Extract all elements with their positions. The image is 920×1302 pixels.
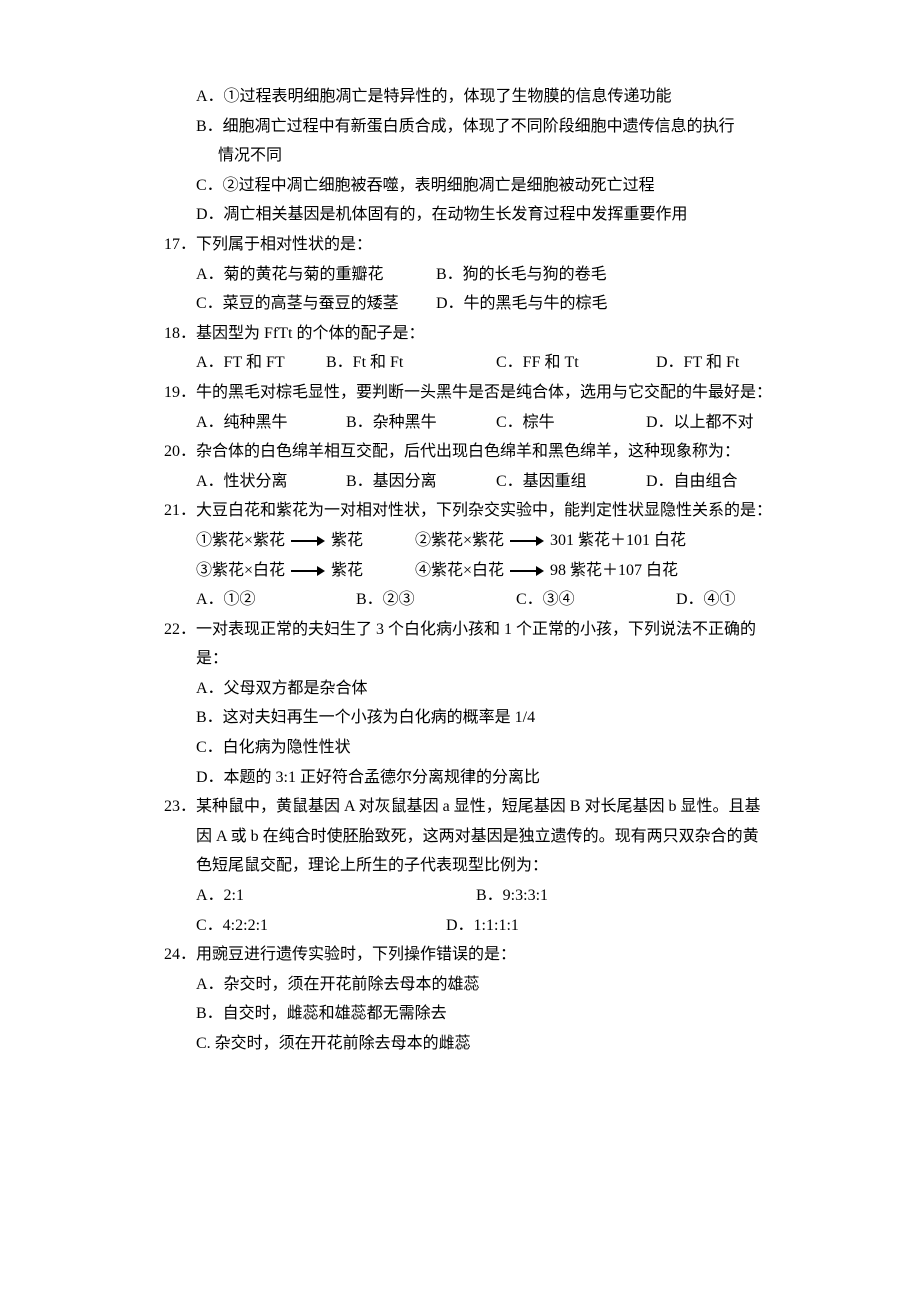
q17-options-row1: A．菊的黄花与菊的重瓣花 B．狗的长毛与狗的卷毛 [164,260,772,290]
q22-option-a: A．父母双方都是杂合体 [164,674,772,704]
q17-stem: 17．下列属于相对性状的是： [164,230,772,260]
q21-cross4-left: ④紫花×白花 [415,562,504,579]
q24-stem: 24．用豌豆进行遗传实验时，下列操作错误的是： [164,940,772,970]
arrow-icon [291,536,325,546]
q23-options-row2: C．4:2:2:1 D．1:1:1:1 [164,911,772,941]
q16-option-d: D．凋亡相关基因是机体固有的，在动物生长发育过程中发挥重要作用 [164,200,772,230]
q21-option-b: B．②③ [356,585,516,615]
q19-stem: 19．牛的黑毛对棕毛显性，要判断一头黑牛是否是纯合体，选用与它交配的牛最好是： [164,378,772,408]
q22-stem: 22．一对表现正常的夫妇生了 3 个白化病小孩和 1 个正常的小孩，下列说法不正… [164,615,772,674]
exam-page: A．①过程表明细胞凋亡是特异性的，体现了生物膜的信息传递功能 B．细胞凋亡过程中… [0,0,920,1119]
q24-option-a: A．杂交时，须在开花前除去母本的雄蕊 [164,970,772,1000]
q17-option-d: D．牛的黑毛与牛的棕毛 [436,289,608,319]
q21-cross3-left: ③紫花×白花 [196,562,285,579]
q20-stem: 20．杂合体的白色绵羊相互交配，后代出现白色绵羊和黑色绵羊，这种现象称为： [164,437,772,467]
arrow-icon [510,536,544,546]
q20-option-b: B．基因分离 [346,467,496,497]
q20-option-a: A．性状分离 [196,467,346,497]
q19-option-c: C．棕牛 [496,408,646,438]
q18-option-a: A．FT 和 FT [196,348,326,378]
q19-option-b: B．杂种黑牛 [346,408,496,438]
q17-option-c: C．菜豆的高茎与蚕豆的矮茎 [196,289,436,319]
q23-stem: 23．某种鼠中，黄鼠基因 A 对灰鼠基因 a 显性，短尾基因 B 对长尾基因 b… [164,792,772,881]
q21-option-a: A．①② [196,585,356,615]
q22-option-d: D．本题的 3:1 正好符合孟德尔分离规律的分离比 [164,763,772,793]
q17-options-row2: C．菜豆的高茎与蚕豆的矮茎 D．牛的黑毛与牛的棕毛 [164,289,772,319]
q21-option-d: D．④① [676,585,736,615]
q21-cross4-right: 98 紫花＋107 白花 [550,562,678,579]
q21-cross2-left: ②紫花×紫花 [415,532,504,549]
q18-option-b: B．Ft 和 Ft [326,348,496,378]
q16-option-b-line1: B．细胞凋亡过程中有新蛋白质合成，体现了不同阶段细胞中遗传信息的执行 [164,112,772,142]
q23-option-a: A．2:1 [196,881,476,911]
q20-options: A．性状分离 B．基因分离 C．基因重组 D．自由组合 [164,467,772,497]
q18-stem: 18．基因型为 FfTt 的个体的配子是： [164,319,772,349]
q17-option-b: B．狗的长毛与狗的卷毛 [436,260,607,290]
q16-option-a: A．①过程表明细胞凋亡是特异性的，体现了生物膜的信息传递功能 [164,82,772,112]
q18-option-d: D．FT 和 Ft [656,348,739,378]
q22-option-b: B．这对夫妇再生一个小孩为白化病的概率是 1/4 [164,703,772,733]
q20-option-d: D．自由组合 [646,467,738,497]
q24-option-c: C. 杂交时，须在开花前除去母本的雌蕊 [164,1029,772,1059]
q18-option-c: C．FF 和 Tt [496,348,656,378]
q23-option-b: B．9:3:3:1 [476,881,548,911]
q24-option-b: B．自交时，雌蕊和雄蕊都无需除去 [164,999,772,1029]
q22-option-c: C．白化病为隐性性状 [164,733,772,763]
q21-option-c: C．③④ [516,585,676,615]
q17-option-a: A．菊的黄花与菊的重瓣花 [196,260,436,290]
q21-cross-row1: ①紫花×紫花 紫花 ②紫花×紫花 301 紫花＋101 白花 [164,526,772,556]
q21-cross2-right: 301 紫花＋101 白花 [550,532,686,549]
q19-option-a: A．纯种黑牛 [196,408,346,438]
q21-cross-row2: ③紫花×白花 紫花 ④紫花×白花 98 紫花＋107 白花 [164,556,772,586]
q21-options: A．①② B．②③ C．③④ D．④① [164,585,772,615]
q21-cross3-right: 紫花 [331,562,363,579]
arrow-icon [291,566,325,576]
q19-option-d: D．以上都不对 [646,408,754,438]
q16-option-c: C．②过程中凋亡细胞被吞噬，表明细胞凋亡是细胞被动死亡过程 [164,171,772,201]
q20-option-c: C．基因重组 [496,467,646,497]
arrow-icon [510,566,544,576]
q16-option-b-line2: 情况不同 [164,141,772,171]
q18-options: A．FT 和 FT B．Ft 和 Ft C．FF 和 Tt D．FT 和 Ft [164,348,772,378]
q19-options: A．纯种黑牛 B．杂种黑牛 C．棕牛 D．以上都不对 [164,408,772,438]
q23-options-row1: A．2:1 B．9:3:3:1 [164,881,772,911]
q21-stem: 21．大豆白花和紫花为一对相对性状，下列杂交实验中，能判定性状显隐性关系的是： [164,496,772,526]
q21-cross1-left: ①紫花×紫花 [196,532,285,549]
q23-option-d: D．1:1:1:1 [446,911,519,941]
q23-option-c: C．4:2:2:1 [196,911,446,941]
q21-cross1-right: 紫花 [331,532,363,549]
